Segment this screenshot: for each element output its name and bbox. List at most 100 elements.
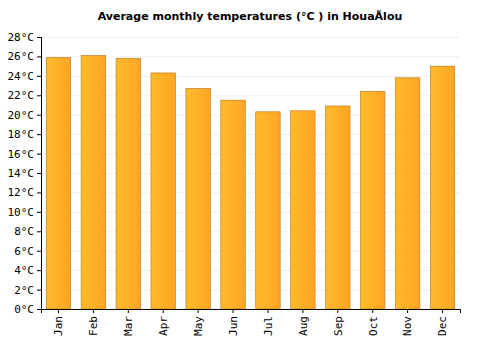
- x-tick-label: Dec: [436, 316, 449, 336]
- y-tick-label: 20°C: [8, 109, 35, 122]
- x-tick-line: [267, 309, 268, 313]
- chart: Average monthly temperatures (°C ) in Ho…: [0, 0, 500, 350]
- x-tick: Dec: [436, 309, 449, 336]
- x-tick-label: Jun: [227, 316, 240, 336]
- y-tick: 28°C: [8, 31, 42, 44]
- x-axis: Jan Feb Mar Apr May Jun Jul Aug Sep Oct Nov Dec: [42, 309, 461, 336]
- x-tick: Apr: [157, 309, 170, 336]
- y-tick: 22°C: [8, 89, 42, 102]
- y-tick-line: [37, 251, 41, 252]
- y-tick: 16°C: [8, 148, 42, 161]
- y-tick: 10°C: [8, 206, 42, 219]
- y-tick-line: [37, 173, 41, 174]
- x-tick-label: May: [192, 316, 205, 336]
- x-tick-line: [372, 309, 373, 313]
- y-tick-label: 14°C: [8, 167, 35, 180]
- x-tick: Sep: [332, 309, 345, 336]
- title: Average monthly temperatures (°C ) in Ho…: [98, 10, 403, 23]
- plot: 0°C 2°C 4°C 6°C 8°C 10°C 12°C 14°C 16°C 18°C 20°C 2…: [8, 31, 461, 336]
- bar: [186, 88, 210, 309]
- y-tick-line: [37, 134, 41, 135]
- y-tick: 24°C: [8, 70, 42, 83]
- x-tick-label: Jul: [262, 316, 275, 336]
- x-tick-label: Apr: [157, 316, 170, 336]
- grid: [41, 38, 460, 310]
- y-tick: 2°C: [14, 284, 41, 297]
- y-tick-label: 28°C: [8, 31, 35, 44]
- y-tick: 12°C: [8, 186, 42, 199]
- x-tick: Jan: [52, 309, 65, 336]
- y-tick-label: 12°C: [8, 186, 35, 199]
- x-tick-line: [302, 309, 303, 313]
- x-tick-line: [163, 309, 164, 313]
- bar: [326, 106, 350, 309]
- x-tick: Jul: [262, 309, 275, 336]
- bar: [360, 91, 384, 309]
- bar: [291, 111, 315, 309]
- x-tick-label: Feb: [87, 316, 100, 336]
- y-tick-line: [37, 309, 41, 310]
- x-tick-line: [337, 309, 338, 313]
- y-tick-label: 2°C: [14, 284, 34, 297]
- x-tick: Mar: [122, 309, 135, 336]
- bar: [256, 112, 280, 309]
- y-tick-line: [37, 290, 41, 291]
- y-tick-label: 22°C: [8, 89, 35, 102]
- y-tick-line: [37, 212, 41, 213]
- x-tick: Feb: [87, 309, 100, 336]
- y-tick: 26°C: [8, 50, 42, 63]
- y-tick-label: 8°C: [14, 225, 34, 238]
- y-tick: 8°C: [14, 225, 41, 238]
- y-axis-line: [37, 38, 42, 310]
- bar: [81, 55, 105, 309]
- y-tick-line: [37, 95, 41, 96]
- x-tick: Aug: [297, 309, 310, 336]
- y-tick-label: 10°C: [8, 206, 35, 219]
- x-tick-label: Oct: [367, 316, 380, 336]
- y-tick-line: [37, 192, 41, 193]
- x-tick-label: Sep: [332, 316, 345, 336]
- y-tick-line: [37, 76, 41, 77]
- x-tick: Jun: [227, 309, 240, 336]
- y-tick: 20°C: [8, 109, 42, 122]
- bar: [46, 57, 70, 309]
- y-tick-line: [37, 115, 41, 116]
- y-tick-line: [37, 154, 41, 155]
- y-tick-label: 0°C: [14, 303, 34, 316]
- y-tick: 0°C: [14, 303, 41, 316]
- x-tick-line: [442, 309, 443, 313]
- bar: [395, 78, 419, 309]
- grid-line: [41, 37, 460, 38]
- x-tick: May: [192, 309, 205, 336]
- y-tick-label: 26°C: [8, 50, 35, 63]
- x-tick-line: [93, 309, 94, 313]
- x-tick-line: [58, 309, 59, 313]
- y-tick: 18°C: [8, 128, 42, 141]
- x-tick-line: [128, 309, 129, 313]
- y-tick-line: [37, 37, 41, 38]
- bars: [46, 55, 455, 309]
- y-tick-label: 6°C: [14, 245, 34, 258]
- x-tick-line: [407, 309, 408, 313]
- bar: [116, 58, 140, 309]
- x-tick-label: Aug: [297, 316, 310, 336]
- x-tick: Nov: [401, 309, 414, 336]
- y-axis: 0°C 2°C 4°C 6°C 8°C 10°C 12°C 14°C 16°C 18°C 20°C 2…: [8, 31, 42, 316]
- x-tick: Oct: [367, 309, 380, 336]
- bar: [151, 73, 175, 309]
- bar: [430, 66, 454, 309]
- y-tick-label: 18°C: [8, 128, 35, 141]
- y-tick-line: [37, 270, 41, 271]
- y-tick: 6°C: [14, 245, 41, 258]
- y-tick: 4°C: [14, 264, 41, 277]
- x-tick-line: [233, 309, 234, 313]
- x-axis-line: [42, 310, 461, 314]
- y-tick: 14°C: [8, 167, 42, 180]
- x-tick-label: Jan: [52, 316, 65, 336]
- bar: [221, 100, 245, 309]
- x-tick-line: [198, 309, 199, 313]
- y-tick-label: 24°C: [8, 70, 35, 83]
- y-tick-line: [37, 231, 41, 232]
- y-tick-line: [37, 56, 41, 57]
- y-tick-label: 16°C: [8, 148, 35, 161]
